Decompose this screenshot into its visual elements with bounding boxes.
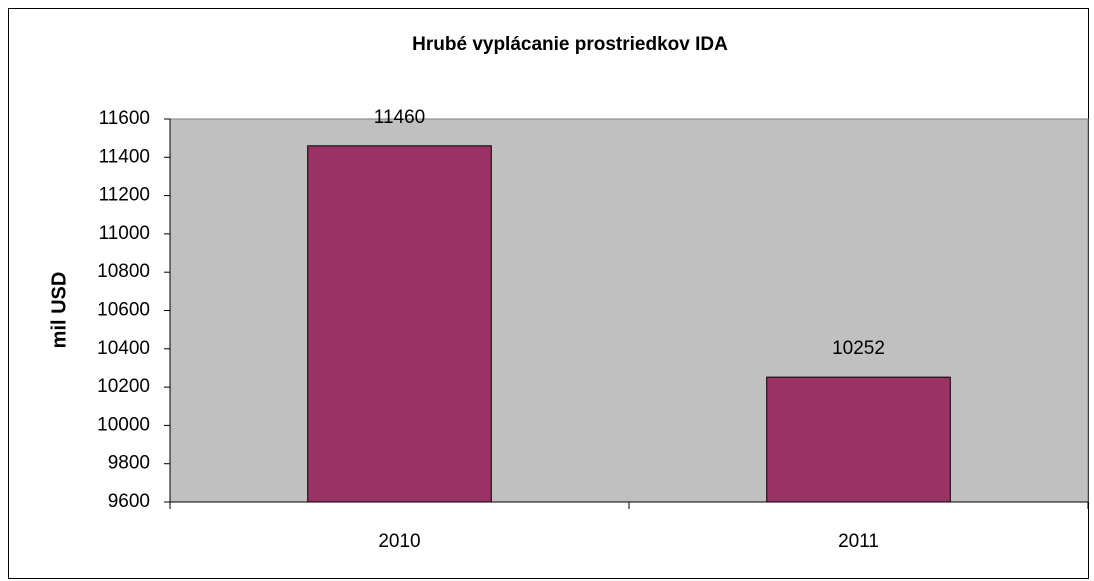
y-tick-label: 9600 — [108, 491, 150, 512]
x-tick-label: 2010 — [378, 531, 420, 552]
bar — [307, 145, 492, 503]
x-tick-label: 2011 — [838, 531, 879, 552]
y-tick-label: 10400 — [97, 338, 150, 359]
y-tick-label: 11200 — [99, 185, 150, 206]
y-tick-label: 11400 — [99, 146, 150, 167]
chart-title: Hrubé vyplácanie prostriedkov IDA — [412, 34, 728, 55]
y-tick-label: 11600 — [99, 108, 150, 129]
data-label: 11460 — [374, 107, 425, 128]
data-label: 10252 — [832, 338, 885, 359]
y-tick-label: 10800 — [97, 261, 150, 282]
y-tick-label: 10000 — [97, 414, 150, 435]
y-tick-label: 11000 — [99, 223, 150, 244]
y-tick-label: 9800 — [108, 453, 150, 474]
y-tick-label: 10600 — [97, 300, 150, 321]
y-axis-label: mil USD — [48, 272, 70, 349]
bar — [766, 376, 951, 503]
y-tick-label: 10200 — [97, 376, 150, 397]
